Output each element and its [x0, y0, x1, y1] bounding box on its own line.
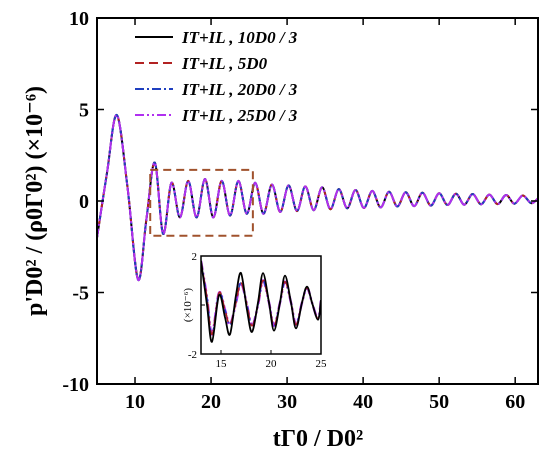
inset-curves — [201, 260, 321, 343]
legend-label-3: IT+IL , 20D0 / 3 — [181, 80, 298, 99]
legend-item: IT+IL , 20D0 / 3 — [135, 80, 298, 99]
inset-y-tick-label: 2 — [192, 251, 198, 263]
x-tick-label: 40 — [353, 391, 373, 413]
x-tick-label: 20 — [201, 391, 221, 413]
zoom-highlight-box — [149, 168, 254, 237]
y-tick-label: 0 — [79, 191, 89, 213]
legend: IT+IL , 10D0 / 3 IT+IL , 5D0 IT+IL , 20D… — [135, 28, 298, 125]
legend-item: IT+IL , 10D0 / 3 — [135, 28, 298, 47]
x-axis-title: tΓ0 / D0² — [273, 426, 363, 452]
inset-x-tick-label: 15 — [216, 358, 228, 370]
legend-item: IT+IL , 5D0 — [135, 54, 268, 73]
x-tick-label: 50 — [429, 391, 449, 413]
inset-y-axis-label: (×10⁻⁶) — [182, 288, 194, 323]
inset-background — [201, 256, 321, 354]
x-tick-label: 30 — [277, 391, 297, 413]
main-plot-curves — [97, 113, 538, 281]
y-tick-label: -5 — [72, 283, 89, 305]
legend-label-2: IT+IL , 5D0 — [181, 54, 268, 73]
highlight-rect — [149, 168, 254, 237]
inset-x-tick-label: 25 — [316, 358, 328, 370]
inset-x-tick-label: 20 — [266, 358, 278, 370]
inset-axis-ticks: 15 20 25 -2 2 — [188, 251, 327, 370]
y-tick-label: 5 — [79, 100, 89, 122]
x-tick-label: 60 — [505, 391, 525, 413]
inset-y-tick-label: -2 — [188, 349, 197, 361]
y-tick-label: -10 — [62, 374, 89, 396]
inset-plot: 15 20 25 -2 2 (×10⁻⁶) — [182, 251, 327, 370]
main-axis-ticks: 10 20 30 40 50 60 -10 -5 0 5 10 — [62, 8, 538, 413]
legend-item: IT+IL , 25D0 / 3 — [135, 106, 298, 125]
x-tick-label: 10 — [125, 391, 145, 413]
series-line-4 — [97, 113, 538, 281]
y-tick-label: 10 — [69, 8, 89, 30]
inset-series-line-4 — [201, 260, 321, 343]
y-axis-title: p'D0² / (ρ0Γ0²) (×10⁻⁶) — [22, 86, 48, 316]
legend-label-4: IT+IL , 25D0 / 3 — [181, 106, 298, 125]
legend-label-1: IT+IL , 10D0 / 3 — [181, 28, 298, 47]
